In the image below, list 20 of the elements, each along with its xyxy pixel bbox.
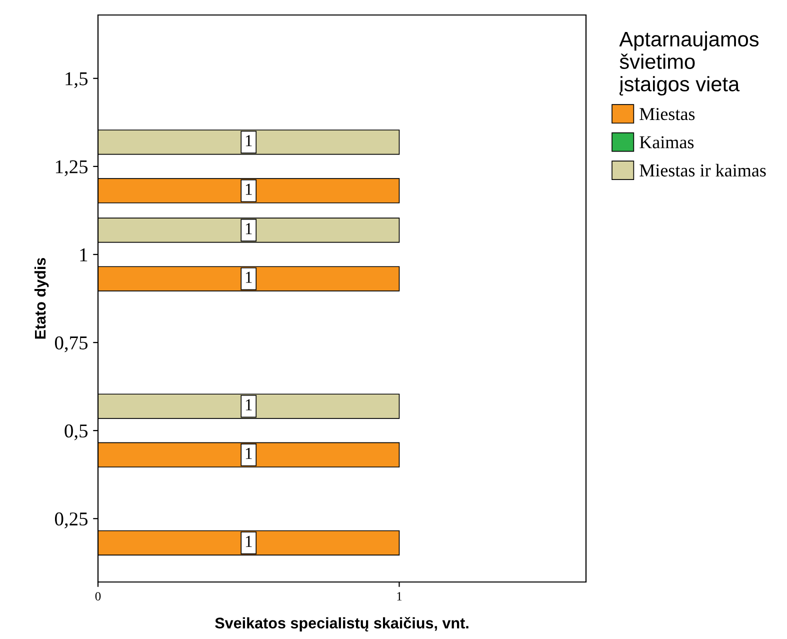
y-axis-title: Etato dydis xyxy=(34,258,49,339)
data-label: 1 xyxy=(246,448,252,459)
y-tick-label: 0,75 xyxy=(54,336,88,352)
y-tick-label: 0,5 xyxy=(64,424,88,440)
data-label: 1 xyxy=(246,184,252,195)
y-tick-label: 1,25 xyxy=(56,160,88,176)
data-label: 1 xyxy=(246,536,252,547)
y-tick-label: 1 xyxy=(80,248,88,262)
x-axis-title: Sveikatos specialistų skaičius, vnt. xyxy=(215,616,468,632)
legend-title: Aptarnaujamos švietimo įstaigos vieta xyxy=(619,31,759,96)
data-label: 1 xyxy=(246,399,252,410)
y-tick-label: 1,5 xyxy=(66,72,88,88)
x-tick-label: 0 xyxy=(95,592,101,601)
legend-label: Miestas xyxy=(640,108,695,120)
legend-label: Miestas ir kaimas xyxy=(640,164,766,177)
data-label: 1 xyxy=(246,223,252,234)
legend-label: Kaimas xyxy=(640,136,694,148)
data-label: 1 xyxy=(246,135,252,146)
y-tick-label: 0,25 xyxy=(54,512,88,528)
data-label: 1 xyxy=(246,272,252,283)
